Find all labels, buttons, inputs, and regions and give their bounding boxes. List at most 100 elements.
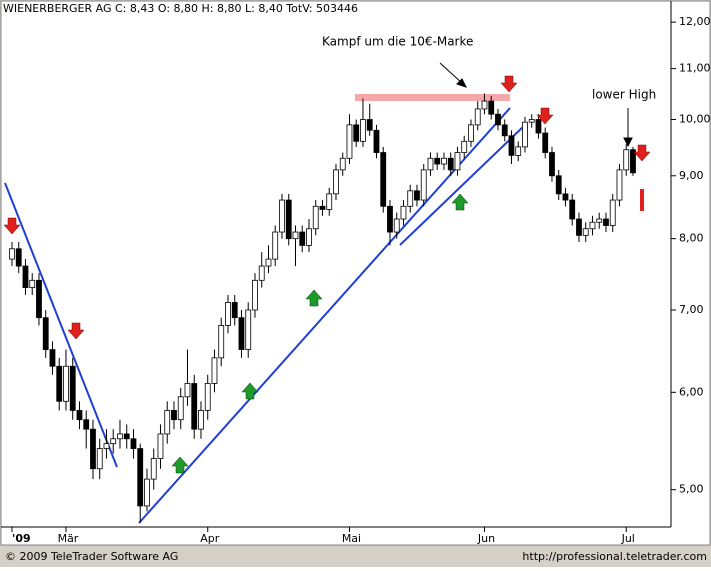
candle-body (481, 100, 488, 110)
candle-body (299, 231, 306, 246)
candle-body (555, 175, 562, 195)
candle-body (191, 383, 198, 430)
resistance-band (355, 94, 510, 101)
footer-copyright: © 2009 TeleTrader Software AG (5, 550, 178, 563)
candle-body (292, 231, 299, 240)
candle-body (515, 146, 522, 156)
candle-body (171, 410, 177, 421)
y-tick-label: 6,00 (679, 385, 704, 398)
x-tick-label: Jun (477, 532, 495, 545)
x-tick-label: '09 (12, 532, 31, 545)
candle-body (83, 419, 90, 430)
candle-body (265, 258, 272, 267)
candle-body (144, 478, 150, 507)
candle-body (434, 157, 441, 165)
candle-body (15, 248, 22, 267)
candle-body (56, 365, 63, 402)
candle-body (123, 433, 130, 440)
down-arrow (633, 144, 651, 162)
candle-body (596, 218, 603, 223)
candle-body (495, 113, 501, 126)
x-tick-label: Mai (342, 532, 361, 545)
footer-url: http://professional.teletrader.com (522, 550, 707, 563)
candle-body (549, 152, 555, 177)
candle-body (157, 433, 164, 459)
candle-body (589, 221, 596, 230)
candle-body (245, 309, 252, 350)
candle-body (218, 325, 225, 359)
candle-body (474, 108, 481, 126)
y-tick-label: 10,00 (679, 113, 711, 126)
trendline (138, 107, 511, 524)
trendline (4, 182, 118, 468)
candle-body (306, 228, 312, 246)
candle-body (346, 124, 353, 159)
candle-body (501, 124, 508, 137)
candle-body (542, 132, 549, 153)
candle-body (258, 265, 265, 281)
candle-body (447, 157, 454, 171)
pointer-head (623, 137, 633, 148)
candle-body (110, 438, 117, 445)
candle-body (198, 410, 204, 430)
candle-body (130, 438, 137, 449)
pointer-head (456, 78, 467, 88)
candle-body (204, 383, 211, 411)
x-tick-label: Jul (621, 532, 635, 545)
candle-body (333, 169, 339, 195)
chart-title: WIENERBERGER AG C: 8,43 O: 8,80 H: 8,80 … (3, 2, 358, 15)
candle-body (400, 205, 407, 220)
y-tick-label: 8,00 (679, 232, 704, 245)
down-arrow (536, 107, 554, 125)
candle-body (528, 119, 535, 123)
candle-body (427, 157, 434, 171)
down-arrow (67, 322, 85, 340)
trendlines (4, 107, 526, 524)
candle-body (49, 349, 56, 367)
candle-body (164, 410, 171, 435)
candles (9, 93, 636, 523)
candle-body (366, 119, 373, 131)
candle-body (285, 199, 292, 240)
up-arrow (451, 193, 469, 211)
candle-body (380, 152, 387, 207)
candle-body (339, 157, 346, 171)
candle-body (535, 119, 542, 134)
buy-arrows (171, 193, 469, 474)
candle-body (319, 205, 326, 210)
candle-body (36, 279, 42, 319)
candle-body (360, 119, 366, 142)
candle-body (387, 205, 393, 233)
candle-body (454, 152, 461, 171)
candle-body (373, 129, 380, 153)
candle-body (582, 228, 589, 236)
candle-body (69, 365, 76, 411)
down-arrow (3, 217, 21, 235)
up-arrow (305, 289, 323, 307)
candle-body (96, 448, 103, 470)
candle-body (137, 448, 144, 507)
candle-body (9, 248, 15, 260)
candle-body (407, 190, 414, 207)
candle-body (90, 428, 96, 470)
candle-body (231, 302, 238, 319)
candle-body (63, 365, 69, 402)
y-tick-label: 7,00 (679, 303, 704, 316)
candle-body (353, 124, 360, 142)
annotation: lower High (592, 88, 656, 102)
candle-body (488, 100, 495, 115)
candle-body (393, 218, 400, 233)
candle-body (184, 383, 191, 398)
candle-body (522, 121, 528, 148)
pointer (439, 62, 464, 85)
x-tick-label: Apr (200, 532, 220, 545)
sell-arrows (3, 75, 651, 340)
candle-body (225, 302, 231, 326)
candle-body (211, 357, 218, 384)
candle-body (569, 199, 576, 220)
candle-body (623, 149, 630, 171)
candle-body (42, 317, 49, 350)
candle-body (22, 265, 29, 288)
candle-body (609, 199, 616, 226)
